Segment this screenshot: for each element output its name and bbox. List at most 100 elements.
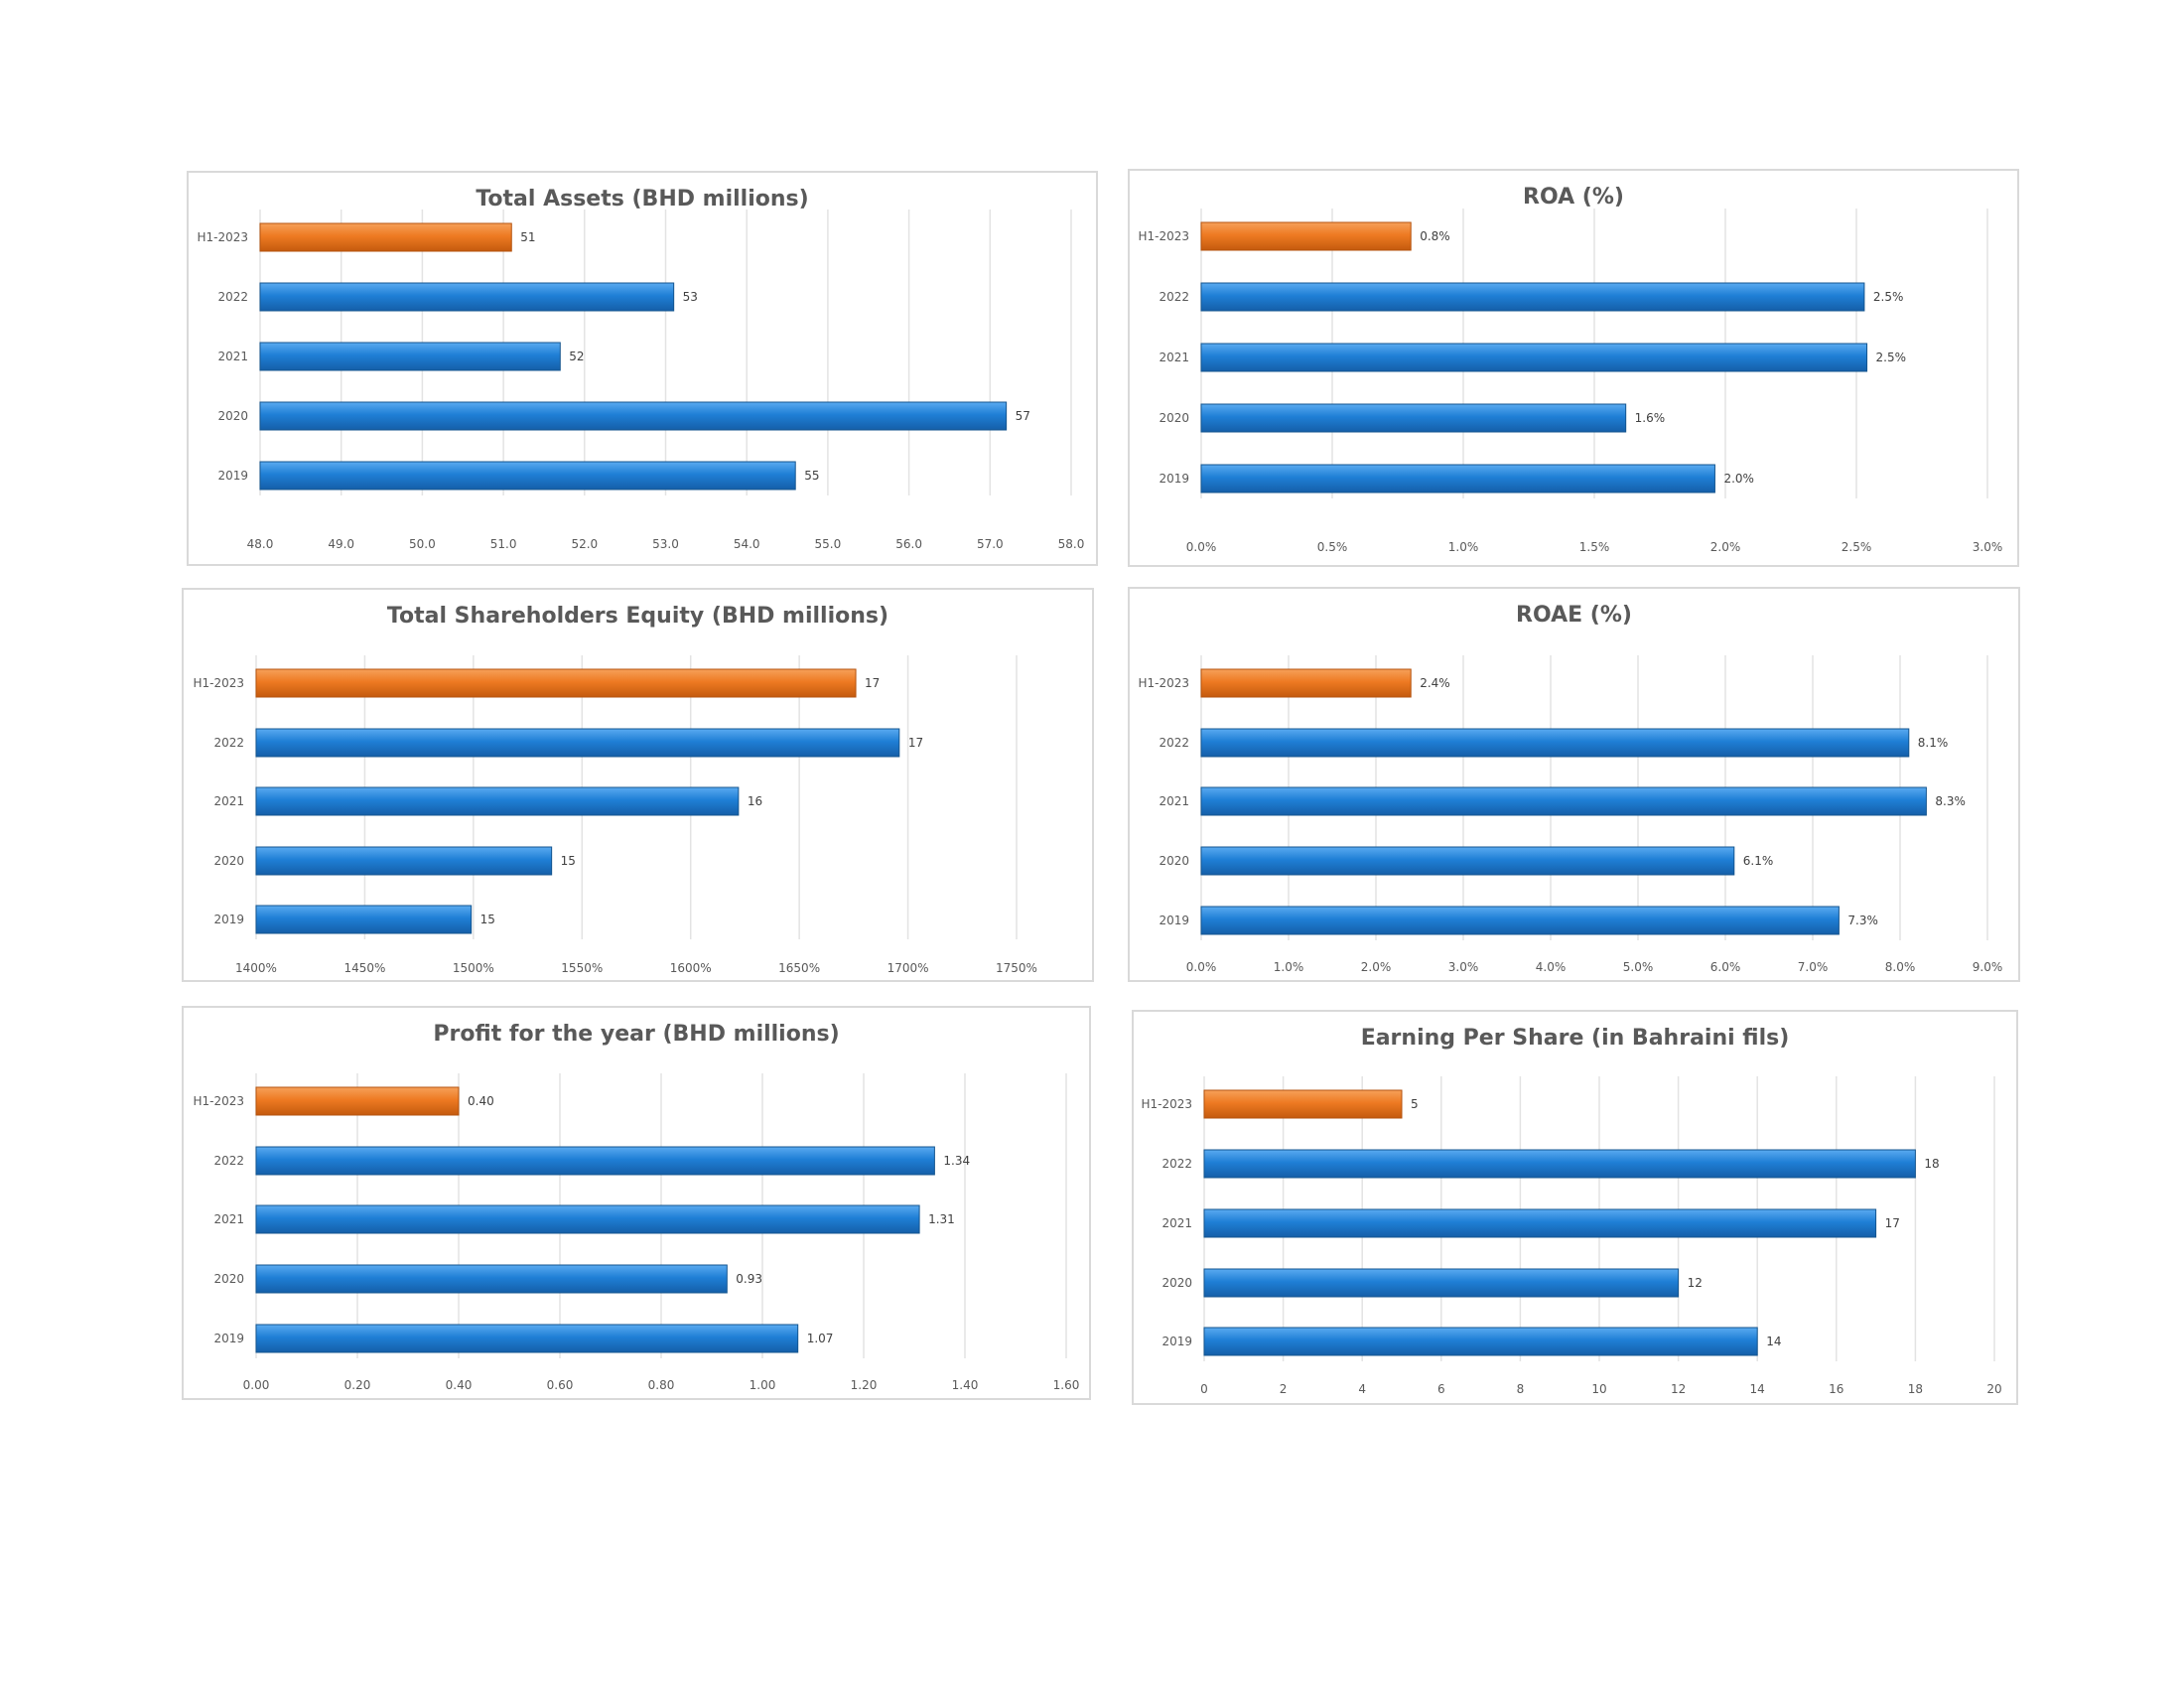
- bar: [1203, 1268, 1680, 1298]
- shareholders-equity-plot: 1400% 1450% 1500% 1550% 1600% 1650% 1700% 1750%…: [193, 655, 1037, 975]
- profit-chart: Profit for the year (BHD millions) 0.00 0…: [182, 1006, 1091, 1400]
- x-tick-label: 10: [1591, 1382, 1606, 1396]
- x-tick-label: 58.0: [1058, 537, 1085, 551]
- x-tick-label: 0.40: [446, 1378, 473, 1392]
- x-tick-label: 1650%: [778, 961, 820, 975]
- x-tick-label: 6: [1437, 1382, 1445, 1396]
- bar: [1200, 282, 1865, 312]
- bar: [1203, 1089, 1403, 1119]
- data-label: 14: [1766, 1335, 1781, 1348]
- category-label: 2019: [213, 1332, 244, 1345]
- x-tick-label: 0.00: [243, 1378, 270, 1392]
- bar: [255, 1146, 935, 1176]
- x-tick-label: 8.0%: [1885, 960, 1916, 974]
- x-tick-label: 1.5%: [1579, 540, 1610, 554]
- chart-title: Earning Per Share (in Bahraini fils): [1360, 1026, 1790, 1051]
- category-label: 2019: [1161, 1335, 1192, 1348]
- roae-chart: ROAE (%) 0.0% 1.0% 2.0% 3.0% 4.0% 5.0% 6.0% 7.0…: [1128, 587, 2020, 982]
- x-tick-label: 2.0%: [1361, 960, 1392, 974]
- category-label: 2019: [213, 913, 244, 926]
- category-label: 2022: [213, 736, 244, 750]
- category-label: 2022: [217, 290, 248, 304]
- category-label: 2021: [1161, 1216, 1192, 1230]
- data-label: 2.5%: [1873, 290, 1904, 304]
- bar: [259, 222, 512, 252]
- category-label: 2021: [1159, 794, 1189, 808]
- roa-chart: ROA (%) 0.0% 0.5% 1.0% 1.5% 2.0% 2.5% 3.0% H1-2…: [1128, 169, 2019, 567]
- bar: [255, 846, 553, 876]
- bar: [1200, 728, 1910, 758]
- bar: [255, 668, 857, 698]
- x-tick-label: 1750%: [996, 961, 1037, 975]
- category-label: 2019: [1159, 472, 1189, 486]
- category-label: 2020: [1159, 411, 1189, 425]
- profit-plot: 0.00 0.20 0.40 0.60 0.80 1.00 1.20 1.40 1.60 H1-2…: [193, 1073, 1079, 1392]
- category-label: H1-2023: [1138, 676, 1189, 690]
- category-label: 2020: [217, 409, 248, 423]
- bar: [1203, 1149, 1916, 1179]
- category-label: 2020: [213, 1272, 244, 1286]
- x-tick-label: 1450%: [343, 961, 385, 975]
- bar: [1200, 906, 1840, 935]
- bar: [1200, 846, 1735, 876]
- category-label: H1-2023: [1141, 1097, 1192, 1111]
- x-tick-label: 54.0: [734, 537, 760, 551]
- data-label: 17: [1885, 1216, 1900, 1230]
- bar: [255, 728, 900, 758]
- data-label: 15: [561, 854, 576, 868]
- x-tick-label: 1.20: [851, 1378, 878, 1392]
- x-tick-label: 4: [1358, 1382, 1366, 1396]
- category-label: H1-2023: [197, 230, 248, 244]
- category-label: H1-2023: [193, 1094, 244, 1108]
- total-assets-plot: 48.0 49.0 50.0 51.0 52.0 53.0 54.0 55.0 56.0 57.0…: [197, 210, 1085, 551]
- bar: [259, 342, 561, 371]
- x-tick-label: 7.0%: [1798, 960, 1829, 974]
- x-tick-label: 0.0%: [1186, 540, 1217, 554]
- x-tick-label: 2.5%: [1842, 540, 1872, 554]
- x-tick-label: 0: [1200, 1382, 1208, 1396]
- data-label: 55: [804, 469, 819, 483]
- data-label: 8.1%: [1918, 736, 1949, 750]
- bar: [259, 401, 1008, 431]
- x-tick-label: 3.0%: [1973, 540, 2003, 554]
- bar: [255, 1324, 799, 1353]
- data-label: 18: [1924, 1157, 1939, 1171]
- x-tick-label: 48.0: [247, 537, 274, 551]
- x-tick-label: 51.0: [490, 537, 517, 551]
- x-tick-label: 1500%: [453, 961, 494, 975]
- x-tick-label: 3.0%: [1448, 960, 1479, 974]
- x-tick-label: 6.0%: [1710, 960, 1741, 974]
- x-tick-label: 16: [1829, 1382, 1843, 1396]
- data-label: 12: [1688, 1276, 1703, 1290]
- data-label: 2.4%: [1420, 676, 1450, 690]
- data-label: 1.6%: [1635, 411, 1666, 425]
- total-assets-chart: Total Assets (BHD millions) 48.0 49.0 50.0…: [187, 171, 1098, 566]
- chart-title: Total Shareholders Equity (BHD millions): [386, 604, 889, 629]
- category-label: 2022: [1159, 736, 1189, 750]
- data-label: 0.8%: [1420, 229, 1450, 243]
- category-label: 2020: [1159, 854, 1189, 868]
- chart-title: Total Assets (BHD millions): [476, 187, 809, 211]
- bar: [255, 905, 473, 934]
- x-tick-label: 4.0%: [1536, 960, 1567, 974]
- x-tick-label: 50.0: [409, 537, 436, 551]
- data-label: 52: [569, 350, 584, 363]
- data-label: 57: [1016, 409, 1030, 423]
- data-label: 7.3%: [1847, 914, 1878, 927]
- x-tick-label: 1.40: [952, 1378, 979, 1392]
- x-tick-label: 0.80: [648, 1378, 675, 1392]
- bar: [259, 461, 796, 491]
- data-label: 0.40: [468, 1094, 494, 1108]
- data-label: 15: [480, 913, 495, 926]
- category-label: 2021: [217, 350, 248, 363]
- category-label: 2022: [1159, 290, 1189, 304]
- x-tick-label: 1600%: [670, 961, 712, 975]
- category-label: 2021: [213, 1212, 244, 1226]
- bar: [1200, 786, 1927, 816]
- bar: [1200, 343, 1868, 372]
- bar: [1203, 1327, 1758, 1356]
- category-label: H1-2023: [1138, 229, 1189, 243]
- x-tick-label: 1400%: [235, 961, 277, 975]
- chart-title: Profit for the year (BHD millions): [433, 1022, 840, 1047]
- data-label: 5: [1411, 1097, 1419, 1111]
